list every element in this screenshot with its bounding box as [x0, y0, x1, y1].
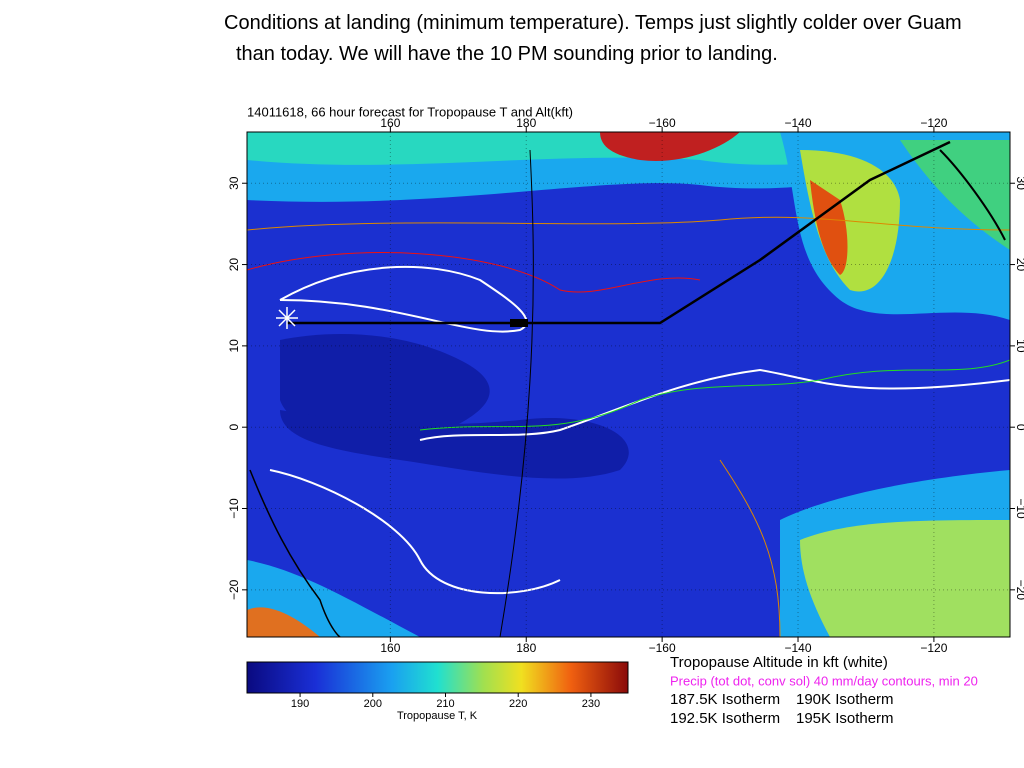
lat-tick-label: −20 — [227, 579, 241, 600]
legend-altitude: Tropopause Altitude in kft (white) — [670, 654, 888, 671]
map-field — [247, 132, 1010, 637]
map-frame — [246, 131, 1011, 638]
colorbar-tick-label: 210 — [436, 698, 454, 710]
legend-isotherm: 187.5K Isotherm — [670, 691, 780, 708]
map-title: 14011618, 66 hour forecast for Tropopaus… — [247, 104, 573, 119]
lon-tick-label: 180 — [516, 116, 536, 130]
colorbar-tick-label: 230 — [582, 698, 600, 710]
lat-tick-label: −20 — [1014, 580, 1024, 601]
legend-isotherm: 190K Isotherm — [796, 691, 894, 708]
lat-tick-label: 20 — [1014, 258, 1024, 272]
lat-tick-label: −10 — [1014, 498, 1024, 519]
lon-tick-label: −120 — [920, 641, 947, 655]
legend-isotherm: 192.5K Isotherm — [670, 710, 780, 727]
lon-tick-label: −160 — [649, 641, 676, 655]
colorbar-tick-label: 220 — [509, 698, 527, 710]
legend-isotherm: 195K Isotherm — [796, 710, 894, 727]
colorbar — [246, 661, 629, 694]
lon-tick-label: −120 — [920, 116, 947, 130]
lat-tick-label: 20 — [227, 258, 241, 272]
lat-tick-label: 0 — [227, 424, 241, 431]
lon-tick-label: 180 — [516, 641, 536, 655]
lat-tick-label: 10 — [227, 339, 241, 353]
lat-tick-label: 30 — [227, 176, 241, 190]
lat-tick-label: 30 — [1014, 177, 1024, 191]
slide-text: Conditions at landing (minimum temperatu… — [224, 12, 962, 65]
lon-tick-label: 160 — [380, 641, 400, 655]
colorbar-tick-label: 190 — [291, 698, 309, 710]
lat-tick-label: −10 — [227, 498, 241, 519]
lat-tick-label: 10 — [1014, 339, 1024, 353]
lon-tick-label: −160 — [649, 116, 676, 130]
lat-tick-label: 0 — [1014, 424, 1024, 431]
lon-tick-label: −140 — [785, 641, 812, 655]
colorbar-label: Tropopause T, K — [397, 710, 478, 722]
lon-tick-label: −140 — [785, 116, 812, 130]
legend-precip: Precip (tot dot, conv sol) 40 mm/day con… — [670, 673, 978, 688]
lon-tick-label: 160 — [380, 116, 400, 130]
star-marker — [276, 307, 298, 329]
colorbar-tick-label: 200 — [364, 698, 382, 710]
